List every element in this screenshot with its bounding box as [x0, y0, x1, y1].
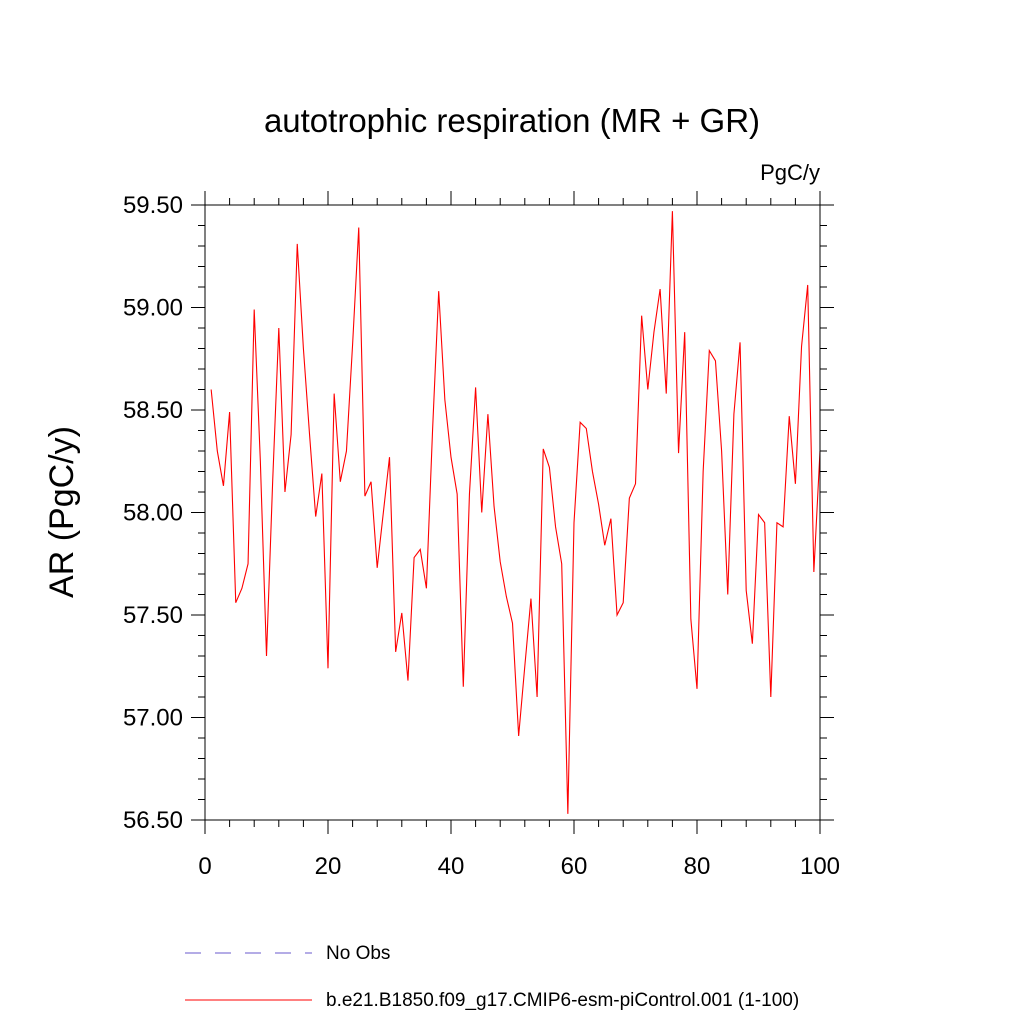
- y-tick-label: 59.00: [123, 295, 183, 322]
- x-tick-label: 60: [561, 853, 588, 880]
- x-tick-label: 80: [684, 853, 711, 880]
- y-tick-label: 58.50: [123, 397, 183, 424]
- legend: No Obs b.e21.B1850.f09_g17.CMIP6-esm-piC…: [185, 943, 799, 1011]
- legend-label-no-obs: No Obs: [326, 943, 390, 964]
- legend-label-model: b.e21.B1850.f09_g17.CMIP6-esm-piControl.…: [326, 990, 799, 1011]
- y-tick-label: 57.50: [123, 602, 183, 629]
- y-tick-label: 56.50: [123, 807, 183, 834]
- series-line-1: [210, 211, 821, 814]
- series-layer: [210, 211, 821, 814]
- minor-ticks: [198, 198, 827, 827]
- y-axis-label: AR (PgC/y): [43, 426, 81, 598]
- y-tick-label: 59.50: [123, 192, 183, 219]
- tick-labels: 56.50 57.00 57.50 58.00 58.50 59.00 59.50 0 20 40…: [123, 192, 840, 880]
- x-tick-label: 100: [800, 853, 840, 880]
- major-ticks: [191, 191, 834, 834]
- units-label: PgC/y: [760, 160, 820, 185]
- y-tick-label: 57.00: [123, 705, 183, 732]
- plot-frame: [204, 204, 821, 821]
- x-tick-label: 0: [198, 853, 211, 880]
- x-tick-label: 20: [315, 853, 342, 880]
- x-tick-label: 40: [438, 853, 465, 880]
- y-tick-label: 58.00: [123, 500, 183, 527]
- chart-title: autotrophic respiration (MR + GR): [264, 102, 760, 139]
